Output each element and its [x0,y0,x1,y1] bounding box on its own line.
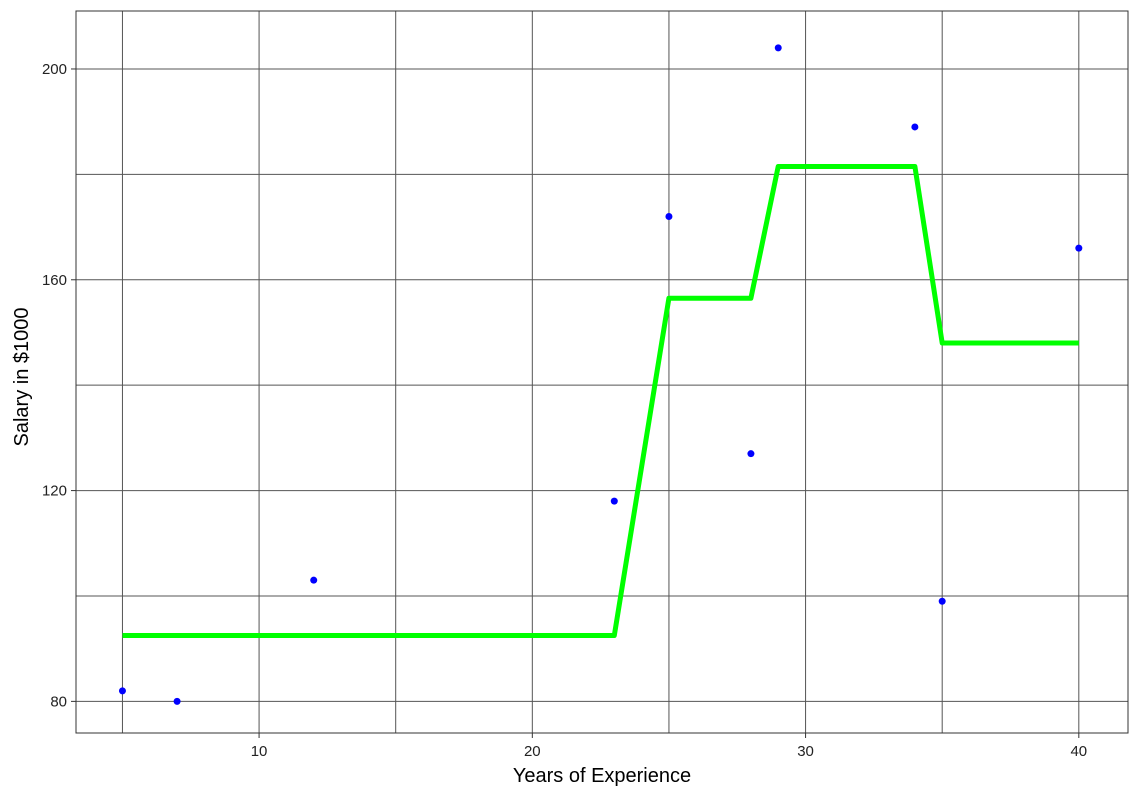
data-point [118,687,126,695]
x-tick-label: 30 [797,743,814,760]
data-point [1075,244,1083,252]
fit-line-layer [122,164,1079,638]
x-axis-title: Years of Experience [513,765,691,787]
y-tick-label: 200 [42,61,67,78]
grid [76,11,1128,733]
y-tick-label: 80 [50,693,67,710]
data-point [610,497,618,505]
data-point [310,576,318,584]
fit-line [122,164,1079,638]
x-tick-labels: 10 20 30 40 [251,733,1087,760]
x-tick-label: 10 [251,743,268,760]
data-point [911,123,919,131]
data-point [665,213,673,221]
data-point [173,697,181,705]
y-tick-label: 120 [42,483,67,500]
data-point [747,450,755,458]
data-point [938,597,946,605]
data-point [774,44,782,52]
plot-panel [76,11,1128,733]
points-layer [118,44,1083,705]
x-tick-label: 40 [1070,743,1087,760]
y-tick-label: 160 [42,272,67,289]
plot-border [75,10,1129,734]
y-axis-title: Salary in $1000 [11,308,33,447]
y-tick-labels: 80 120 160 200 [42,61,76,710]
x-tick-label: 20 [524,743,541,760]
